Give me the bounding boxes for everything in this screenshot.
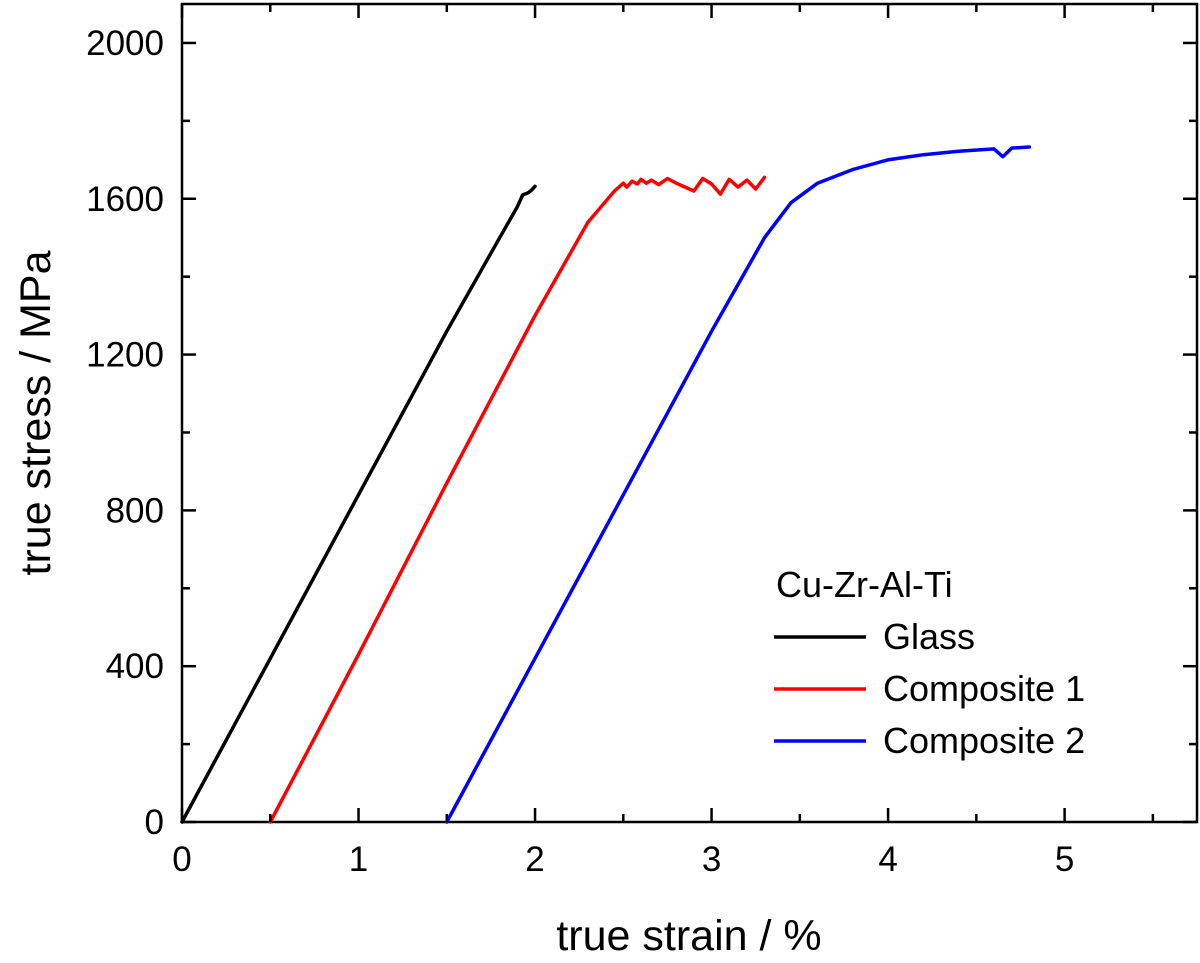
ticks-layer [180, 4, 1197, 824]
legend-label-glass: Glass [883, 616, 975, 657]
y-tick-label: 400 [106, 647, 164, 686]
series-line-1 [268, 175, 767, 824]
x-tick-label: 4 [878, 840, 897, 879]
series-line-0 [180, 184, 537, 824]
legend: Cu-Zr-Al-Ti Glass Composite 1 Composite … [774, 564, 1085, 761]
x-tick-label: 0 [172, 840, 191, 879]
x-tick-label: 1 [349, 840, 368, 879]
x-tick-label: 2 [525, 840, 544, 879]
y-tick-label: 1200 [86, 336, 164, 375]
y-tick-labels: 0 400 800 1200 1600 2000 [86, 24, 164, 842]
legend-title: Cu-Zr-Al-Ti [776, 564, 953, 605]
x-axis-title: true strain / % [556, 912, 821, 960]
x-tick-labels: 0 1 2 3 4 5 [172, 840, 1074, 879]
plot-frame [180, 2, 1199, 824]
x-tick-label: 5 [1055, 840, 1074, 879]
series-layer [180, 145, 1032, 824]
y-axis-title: true stress / MPa [12, 250, 60, 575]
series-line-2 [445, 145, 1032, 824]
y-tick-label: 1600 [86, 180, 164, 219]
legend-label-composite-2: Composite 2 [883, 720, 1085, 761]
y-tick-label: 2000 [86, 24, 164, 63]
x-tick-label: 3 [702, 840, 721, 879]
legend-label-composite-1: Composite 1 [883, 668, 1085, 709]
y-tick-label: 0 [145, 803, 164, 842]
y-tick-label: 800 [106, 491, 164, 530]
